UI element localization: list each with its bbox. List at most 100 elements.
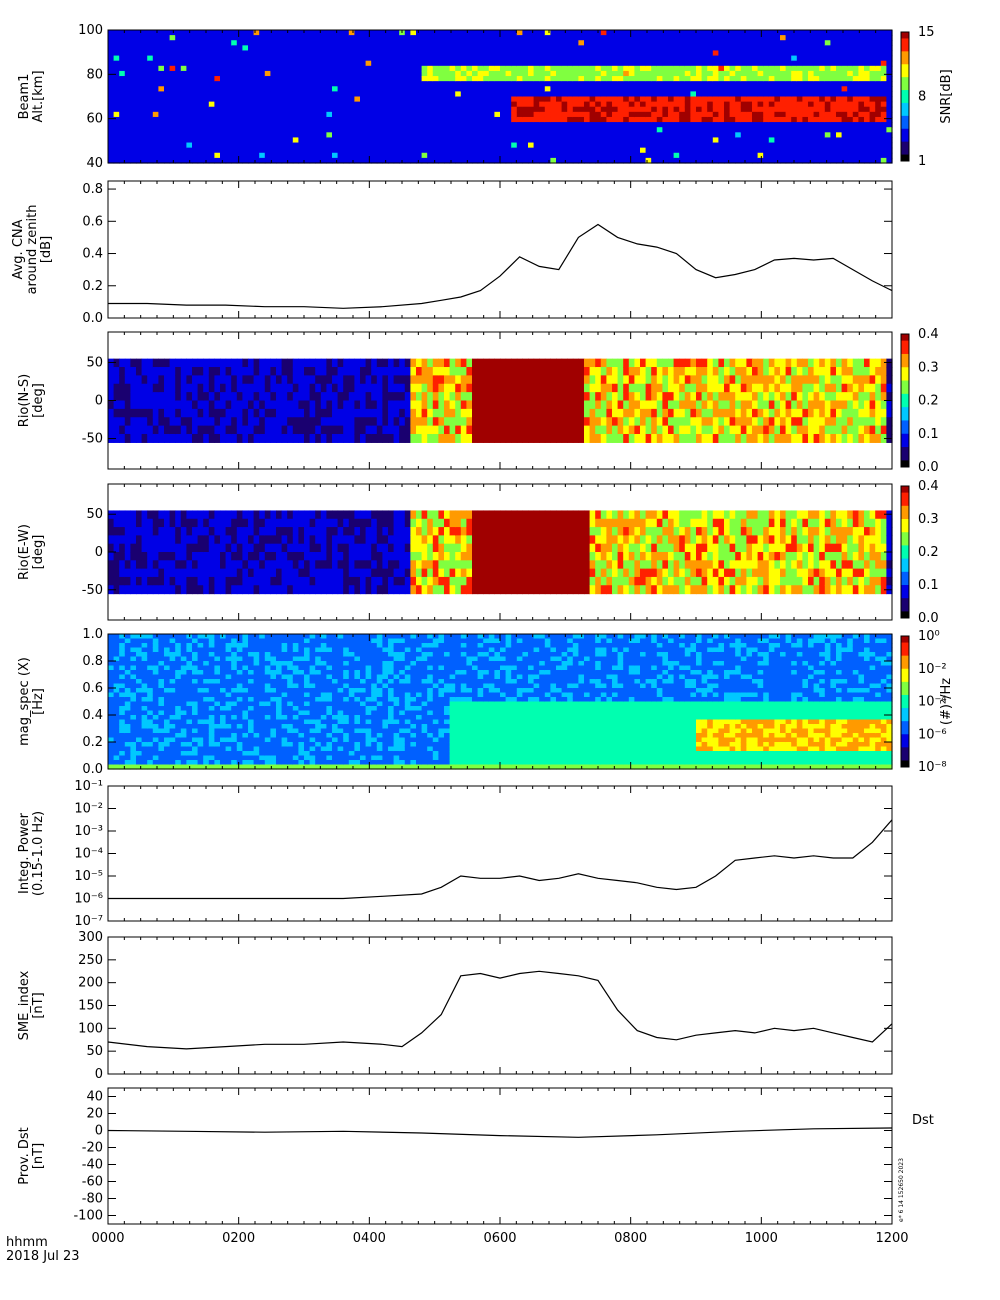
heatmap-cell <box>712 122 719 128</box>
heatmap-cell <box>276 35 283 41</box>
heatmap-cell <box>561 137 568 144</box>
heatmap-cell <box>533 137 540 144</box>
heatmap-cell <box>365 375 372 385</box>
heatmap-cell <box>584 433 591 443</box>
heatmap-cell <box>304 91 311 98</box>
heatmap-cell <box>332 157 339 164</box>
heatmap-cell <box>606 375 613 385</box>
heatmap-cell <box>735 70 742 77</box>
heatmap-cell <box>421 76 428 82</box>
heatmap-cell <box>130 40 137 46</box>
heatmap-cell <box>567 35 574 41</box>
heatmap-cell <box>875 127 882 133</box>
heatmap-cell <box>679 101 686 108</box>
heatmap-cell <box>292 70 299 77</box>
heatmap-cell <box>684 30 691 36</box>
heatmap-cell <box>556 392 563 402</box>
heatmap-cell <box>500 60 507 67</box>
heatmap-cell <box>623 157 630 164</box>
heatmap-cell <box>264 367 271 376</box>
heatmap-cell <box>539 76 546 82</box>
heatmap-cell <box>432 408 439 418</box>
heatmap-cell <box>208 142 215 149</box>
heatmap-cell <box>203 65 210 72</box>
heatmap-cell <box>236 106 243 113</box>
heatmap-cell <box>656 101 663 108</box>
heatmap-cell <box>550 70 557 77</box>
heatmap-cell <box>175 433 182 443</box>
colorbar-cell <box>901 93 909 97</box>
heatmap-cell <box>886 132 893 139</box>
heatmap-cell <box>315 106 322 113</box>
heatmap-cell <box>410 81 417 87</box>
heatmap-cell <box>522 152 529 159</box>
heatmap-cell <box>796 147 803 154</box>
heatmap-cell <box>169 55 176 62</box>
heatmap-cell <box>225 116 232 123</box>
heatmap-cell <box>819 101 826 108</box>
heatmap-cell <box>455 101 462 108</box>
heatmap-cell <box>371 367 378 376</box>
heatmap-cell <box>813 137 820 144</box>
heatmap-cell <box>847 147 854 154</box>
heatmap-cell <box>108 400 115 410</box>
heatmap-cell <box>578 400 585 410</box>
heatmap-cell <box>735 81 742 87</box>
heatmap-cell <box>488 417 495 427</box>
heatmap-cell <box>158 408 165 418</box>
heatmap-cell <box>371 40 378 46</box>
heatmap-cell <box>348 157 355 164</box>
heatmap-cell <box>298 45 305 52</box>
heatmap-cell <box>276 91 283 98</box>
heatmap-cell <box>516 392 523 402</box>
heatmap-cell <box>438 433 445 443</box>
heatmap-cell <box>500 433 507 443</box>
heatmap-cell <box>354 433 361 443</box>
heatmap-cell <box>444 127 451 133</box>
heatmap-cell <box>500 65 507 72</box>
heatmap-cell <box>136 91 143 98</box>
heatmap-cell <box>712 157 719 164</box>
heatmap-cell <box>371 433 378 443</box>
heatmap-cell <box>847 116 854 123</box>
heatmap-cell <box>326 425 333 435</box>
heatmap-cell <box>466 147 473 154</box>
heatmap-cell <box>449 383 456 393</box>
heatmap-cell <box>276 358 283 368</box>
heatmap-cell <box>421 132 428 139</box>
heatmap-cell <box>343 76 350 82</box>
heatmap-cell <box>584 111 591 118</box>
heatmap-cell <box>808 91 815 98</box>
heatmap-cell <box>320 35 327 41</box>
heatmap-cell <box>656 433 663 443</box>
heatmap-cell <box>108 35 115 41</box>
heatmap-cell <box>802 101 809 108</box>
heatmap-cell <box>707 86 714 92</box>
heatmap-cell <box>505 91 512 98</box>
heatmap-cell <box>522 106 529 113</box>
heatmap-cell <box>281 65 288 72</box>
heatmap-cell <box>864 86 871 92</box>
ytick-label-cna: 0.0 <box>82 311 103 326</box>
heatmap-cell <box>707 137 714 144</box>
heatmap-cell <box>242 408 249 418</box>
heatmap-cell <box>158 367 165 376</box>
heatmap-cell <box>208 417 215 427</box>
heatmap-cell <box>836 45 843 52</box>
heatmap-cell <box>774 142 781 149</box>
heatmap-cell <box>802 50 809 57</box>
heatmap-cell <box>640 55 647 62</box>
heatmap-cell <box>410 425 417 435</box>
heatmap-cell <box>656 408 663 418</box>
heatmap-cell <box>360 152 367 159</box>
heatmap-cell <box>343 65 350 72</box>
heatmap-cell <box>432 375 439 385</box>
heatmap-cell <box>276 400 283 410</box>
heatmap-cell <box>746 96 753 103</box>
ytick-label-beam1: 80 <box>86 67 103 82</box>
heatmap-cell <box>264 50 271 57</box>
heatmap-cell <box>147 127 154 133</box>
heatmap-cell <box>466 132 473 139</box>
heatmap-cell <box>808 45 815 52</box>
heatmap-cell <box>572 60 579 67</box>
